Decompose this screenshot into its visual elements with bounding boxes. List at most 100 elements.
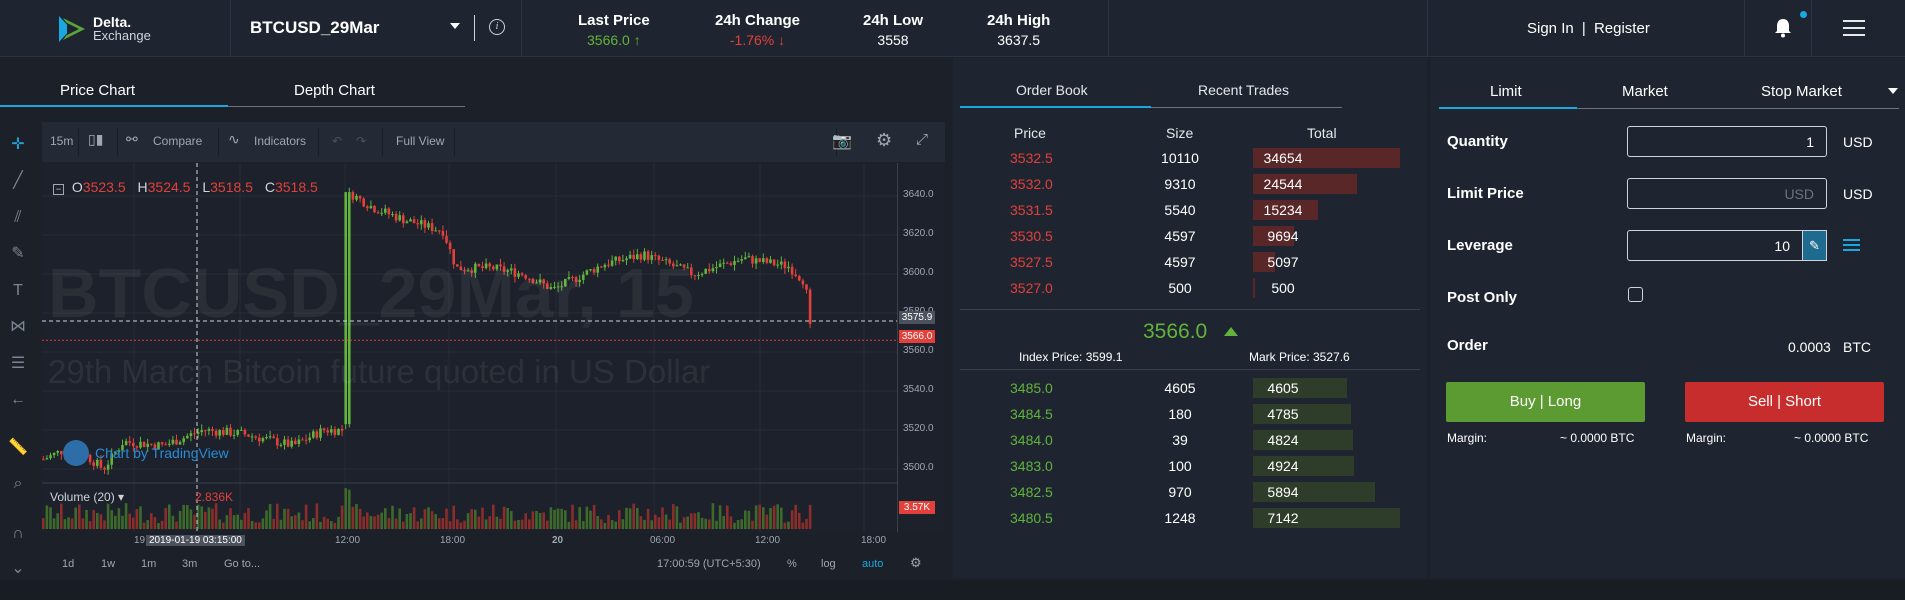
hamburger-menu-icon[interactable] bbox=[1843, 20, 1865, 38]
indicators-icon[interactable]: ∿ bbox=[228, 131, 240, 147]
zoom-icon[interactable]: ⌕ bbox=[13, 475, 23, 492]
orderbook-price[interactable]: 3532.0 bbox=[1010, 176, 1053, 192]
chevron-down-icon[interactable] bbox=[1888, 88, 1898, 94]
redo-icon[interactable]: ↷ bbox=[356, 134, 367, 148]
time-axis[interactable]: 19 2019-01-19 03:15:00 12:00 18:00 20 06… bbox=[42, 532, 945, 552]
range-1d[interactable]: 1d bbox=[62, 558, 75, 570]
edit-pencil-icon[interactable]: ✎ bbox=[1803, 230, 1827, 261]
orderbook-row[interactable]: 3527.0 500 500 bbox=[960, 278, 1420, 298]
tab-price-chart[interactable]: Price Chart bbox=[60, 82, 136, 99]
magnet-icon[interactable]: ∩ bbox=[12, 525, 24, 542]
chart-settings-gear-icon[interactable]: ⚙ bbox=[910, 555, 922, 570]
orderbook-row[interactable]: 3483.0 100 4924 bbox=[960, 456, 1420, 476]
compare-button[interactable]: Compare bbox=[153, 134, 203, 148]
tab-market[interactable]: Market bbox=[1622, 83, 1668, 100]
camera-icon[interactable]: 📷 bbox=[832, 133, 852, 150]
collapse-legend-icon[interactable]: − bbox=[53, 184, 64, 195]
logo[interactable]: Delta. Exchange bbox=[55, 14, 151, 44]
tradingview-logo-icon bbox=[63, 440, 89, 466]
limit-price-input[interactable] bbox=[1627, 178, 1827, 209]
symbol-selector[interactable]: BTCUSD_29Mar bbox=[250, 18, 380, 37]
full-view-button[interactable]: Full View bbox=[396, 134, 445, 148]
orderbook-row[interactable]: 3532.5 10110 34654 bbox=[960, 148, 1420, 168]
bell-icon[interactable] bbox=[1774, 18, 1792, 38]
stat-24h-change: 24h Change -1.76% ↓ bbox=[715, 12, 800, 48]
volume-bar bbox=[135, 509, 139, 529]
range-1w[interactable]: 1w bbox=[101, 558, 116, 570]
orderbook-price[interactable]: 3531.5 bbox=[1010, 202, 1053, 218]
candle-body bbox=[718, 263, 722, 267]
tab-depth-chart[interactable]: Depth Chart bbox=[294, 82, 375, 99]
volume-bar bbox=[92, 510, 95, 529]
gear-icon[interactable]: ⚙ bbox=[876, 130, 893, 150]
orderbook-price[interactable]: 3527.5 bbox=[1010, 254, 1053, 270]
auto-toggle[interactable]: auto bbox=[862, 558, 884, 570]
pattern-icon[interactable]: ⋈ bbox=[10, 318, 26, 335]
log-toggle[interactable]: log bbox=[821, 558, 836, 570]
quantity-input[interactable] bbox=[1627, 126, 1827, 157]
orderbook-price[interactable]: 3480.5 bbox=[1010, 510, 1053, 526]
orderbook-row[interactable]: 3532.0 9310 24544 bbox=[960, 174, 1420, 194]
trend-line-icon[interactable]: ╱ bbox=[13, 172, 23, 189]
orderbook-row[interactable]: 3530.5 4597 9694 bbox=[960, 226, 1420, 246]
orderbook-row[interactable]: 3484.5 180 4785 bbox=[960, 404, 1420, 424]
tab-baseline bbox=[0, 106, 465, 107]
compare-icon[interactable]: ⚯ bbox=[126, 131, 138, 147]
stat-label: 24h Change bbox=[715, 12, 801, 29]
orderbook-price[interactable]: 3482.5 bbox=[1010, 484, 1053, 500]
brush-icon[interactable]: ✎ bbox=[11, 245, 25, 262]
leverage-slider-icon[interactable] bbox=[1843, 239, 1860, 252]
candle-body bbox=[697, 274, 700, 276]
percent-toggle[interactable]: % bbox=[787, 558, 797, 570]
tradingview-badge[interactable]: Chart by TradingView bbox=[63, 440, 229, 466]
price-tick: 3640.0 bbox=[903, 189, 934, 200]
range-3m[interactable]: 3m bbox=[182, 558, 198, 570]
tab-order-book[interactable]: Order Book bbox=[1016, 82, 1088, 98]
candle-style-icon[interactable]: ▯▮ bbox=[88, 131, 104, 147]
candle-body bbox=[49, 455, 52, 459]
indicators-button[interactable]: Indicators bbox=[254, 134, 307, 148]
info-icon[interactable]: i bbox=[489, 19, 505, 35]
orderbook-price[interactable]: 3532.5 bbox=[1010, 150, 1053, 166]
prediction-icon[interactable]: ☰ bbox=[10, 355, 26, 372]
register-link[interactable]: Register bbox=[1593, 20, 1650, 37]
orderbook-total: 5894 bbox=[1267, 484, 1299, 500]
ruler-icon[interactable]: 📏 bbox=[8, 439, 28, 456]
orderbook-row[interactable]: 3480.5 1248 7142 bbox=[960, 508, 1420, 528]
collapse-chevron-icon[interactable]: ⌄ bbox=[11, 560, 25, 577]
chevron-down-icon[interactable] bbox=[450, 23, 460, 29]
crosshair-icon[interactable]: ✛ bbox=[11, 136, 25, 153]
fib-icon[interactable]: ⫽ bbox=[14, 209, 22, 226]
candle-body bbox=[229, 427, 232, 436]
volume-label[interactable]: Volume (20) ▾ bbox=[50, 490, 125, 504]
volume-bar bbox=[358, 508, 362, 529]
fullscreen-icon[interactable]: ⤢ bbox=[916, 131, 929, 148]
orderbook-row[interactable]: 3531.5 5540 15234 bbox=[960, 200, 1420, 220]
buy-long-button[interactable]: Buy | Long bbox=[1446, 382, 1645, 422]
orderbook-price[interactable]: 3485.0 bbox=[1010, 380, 1053, 396]
orderbook-row[interactable]: 3527.5 4597 5097 bbox=[960, 252, 1420, 272]
tab-stop-market[interactable]: Stop Market bbox=[1761, 83, 1842, 100]
orderbook-price[interactable]: 3527.0 bbox=[1010, 280, 1053, 296]
orderbook-price[interactable]: 3484.0 bbox=[1010, 432, 1053, 448]
post-only-checkbox[interactable] bbox=[1628, 287, 1643, 302]
tab-recent-trades[interactable]: Recent Trades bbox=[1198, 82, 1290, 98]
orderbook-price[interactable]: 3530.5 bbox=[1010, 228, 1053, 244]
orderbook-price[interactable]: 3483.0 bbox=[1010, 458, 1053, 474]
price-axis[interactable] bbox=[897, 163, 945, 532]
orderbook-row[interactable]: 3482.5 970 5894 bbox=[960, 482, 1420, 502]
price-plot[interactable] bbox=[42, 163, 897, 532]
leverage-input[interactable] bbox=[1627, 230, 1803, 261]
back-arrow-icon[interactable]: ← bbox=[10, 391, 26, 408]
sell-short-button[interactable]: Sell | Short bbox=[1685, 382, 1884, 422]
text-tool-icon[interactable]: T bbox=[13, 282, 23, 299]
undo-icon[interactable]: ↶ bbox=[332, 134, 343, 148]
range-1m[interactable]: 1m bbox=[141, 558, 157, 570]
goto-button[interactable]: Go to... bbox=[224, 558, 261, 570]
orderbook-row[interactable]: 3485.0 4605 4605 bbox=[960, 378, 1420, 398]
orderbook-price[interactable]: 3484.5 bbox=[1010, 406, 1053, 422]
sign-in-link[interactable]: Sign In bbox=[1527, 20, 1574, 37]
interval-selector[interactable]: 15m bbox=[50, 134, 74, 148]
orderbook-row[interactable]: 3484.0 39 4824 bbox=[960, 430, 1420, 450]
tab-limit[interactable]: Limit bbox=[1490, 83, 1522, 100]
